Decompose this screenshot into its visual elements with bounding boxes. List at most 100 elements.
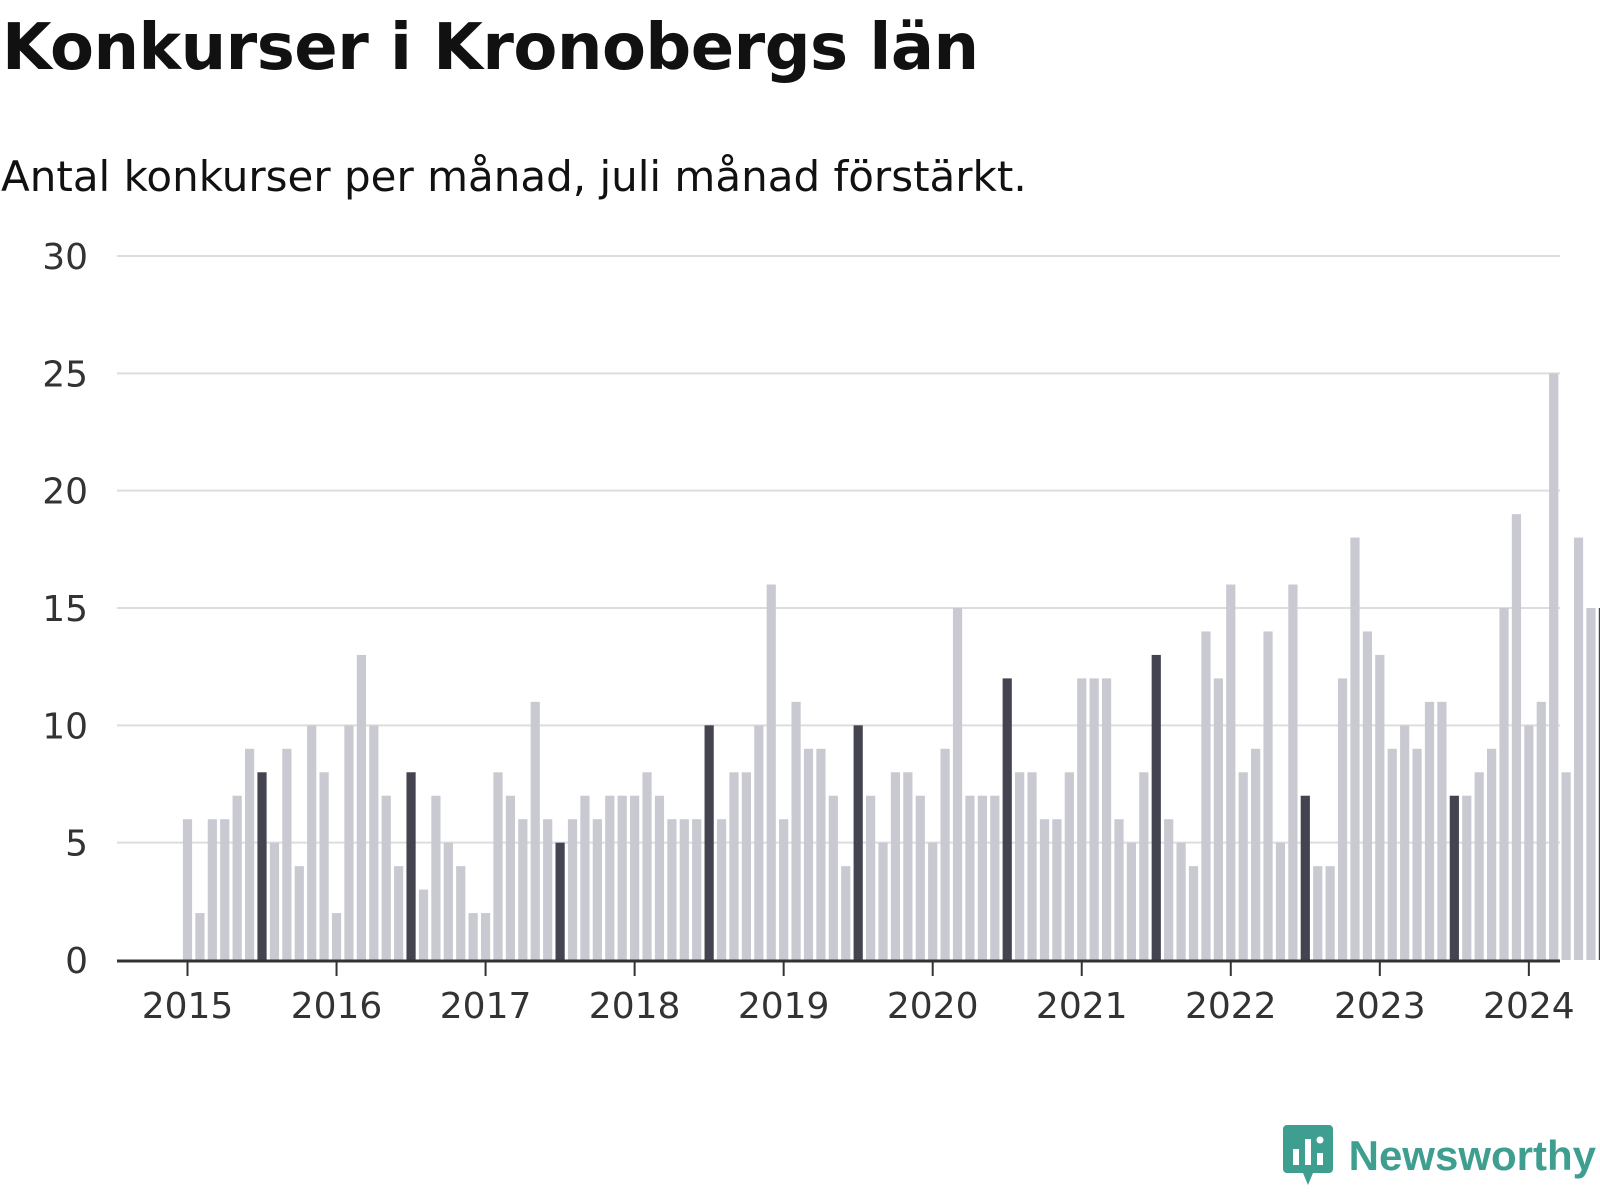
bar (779, 819, 789, 960)
x-tick-label: 2024 (1483, 986, 1575, 1027)
bar (630, 795, 640, 960)
bar (1238, 772, 1248, 960)
bar (1164, 819, 1174, 960)
bar (282, 748, 292, 960)
bar (1375, 654, 1385, 960)
bar (1114, 819, 1124, 960)
bar (220, 819, 230, 960)
bar (1536, 701, 1546, 960)
bar (1226, 584, 1236, 960)
bar (1412, 748, 1422, 960)
y-tick-label: 30 (42, 237, 88, 278)
bar (418, 889, 429, 960)
bar (1077, 678, 1087, 960)
bar (841, 866, 851, 960)
chart-subtitle: Antal konkurser per månad, juli månad fö… (1, 152, 1027, 201)
bar (344, 725, 354, 960)
bar (456, 866, 466, 960)
x-axis-ticks: 2015 2016 2017 2018 2019 2020 2021 2022 2023 2024… (142, 960, 1575, 1027)
bar (791, 701, 801, 960)
bar (679, 819, 689, 960)
bar (1573, 537, 1584, 960)
x-tick-label: 2022 (1185, 986, 1277, 1027)
bar (232, 795, 242, 960)
bar (754, 725, 764, 960)
bar (1462, 795, 1472, 960)
bar (1449, 795, 1459, 960)
bar (307, 725, 317, 960)
bar (890, 772, 901, 960)
bar (965, 795, 975, 960)
x-tick-label: 2018 (589, 986, 681, 1027)
bar (1151, 654, 1161, 960)
bar (369, 725, 379, 960)
bar (195, 913, 205, 960)
bar (716, 819, 727, 960)
bar (592, 819, 602, 960)
bar (866, 795, 876, 960)
bar (605, 795, 615, 960)
bar (245, 748, 255, 960)
bar (692, 819, 702, 960)
x-tick-label: 2019 (738, 986, 830, 1027)
bar (1126, 842, 1137, 960)
newsworthy-brand: Newsworthy (1282, 1124, 1596, 1188)
bar (1263, 631, 1273, 960)
bar (1561, 772, 1571, 960)
bar (1002, 678, 1012, 960)
bar (915, 795, 925, 960)
bars (182, 373, 1600, 960)
y-tick-label: 5 (65, 824, 88, 865)
bar (1300, 795, 1310, 960)
bar (580, 795, 590, 960)
bar (468, 913, 478, 960)
bar (1027, 772, 1037, 960)
bar (1176, 842, 1186, 960)
bar (1586, 608, 1596, 960)
bar (257, 772, 267, 960)
brand-name: Newsworthy (1348, 1132, 1596, 1179)
bar (1052, 819, 1062, 960)
bar (654, 795, 665, 960)
bar (617, 795, 627, 960)
bar (1487, 748, 1497, 960)
bar (1201, 631, 1211, 960)
bar (319, 772, 329, 960)
bar (331, 913, 342, 960)
bar (1362, 631, 1372, 960)
bar (555, 842, 565, 960)
bar (940, 748, 950, 960)
y-tick-label: 0 (65, 941, 88, 982)
y-tick-label: 10 (42, 706, 88, 747)
bar (1313, 866, 1323, 960)
bar (394, 866, 404, 960)
y-tick-label: 15 (42, 589, 88, 630)
newsworthy-logo-icon (1282, 1125, 1333, 1185)
chart-title: Konkurser i Kronobergs län (2, 11, 979, 85)
bar (182, 819, 193, 960)
x-tick-label: 2023 (1334, 986, 1426, 1027)
bar (977, 795, 987, 960)
bar (1039, 819, 1050, 960)
bar (1524, 725, 1534, 960)
bar (1089, 678, 1099, 960)
bar (990, 795, 1000, 960)
y-axis-ticks: 0 5 10 15 20 25 30 (42, 237, 88, 982)
bar (1511, 514, 1522, 960)
bar (480, 913, 491, 960)
bar (1337, 678, 1348, 960)
bar (667, 819, 677, 960)
bar (567, 819, 578, 960)
bar (1549, 373, 1559, 960)
bar (269, 842, 280, 960)
x-tick-label: 2020 (887, 986, 979, 1027)
bar (1213, 678, 1223, 960)
bar (729, 772, 739, 960)
y-tick-label: 25 (42, 354, 88, 395)
y-tick-label: 20 (42, 472, 88, 513)
bar (543, 819, 553, 960)
bar (828, 795, 838, 960)
bar (1598, 608, 1600, 960)
bar (431, 795, 441, 960)
